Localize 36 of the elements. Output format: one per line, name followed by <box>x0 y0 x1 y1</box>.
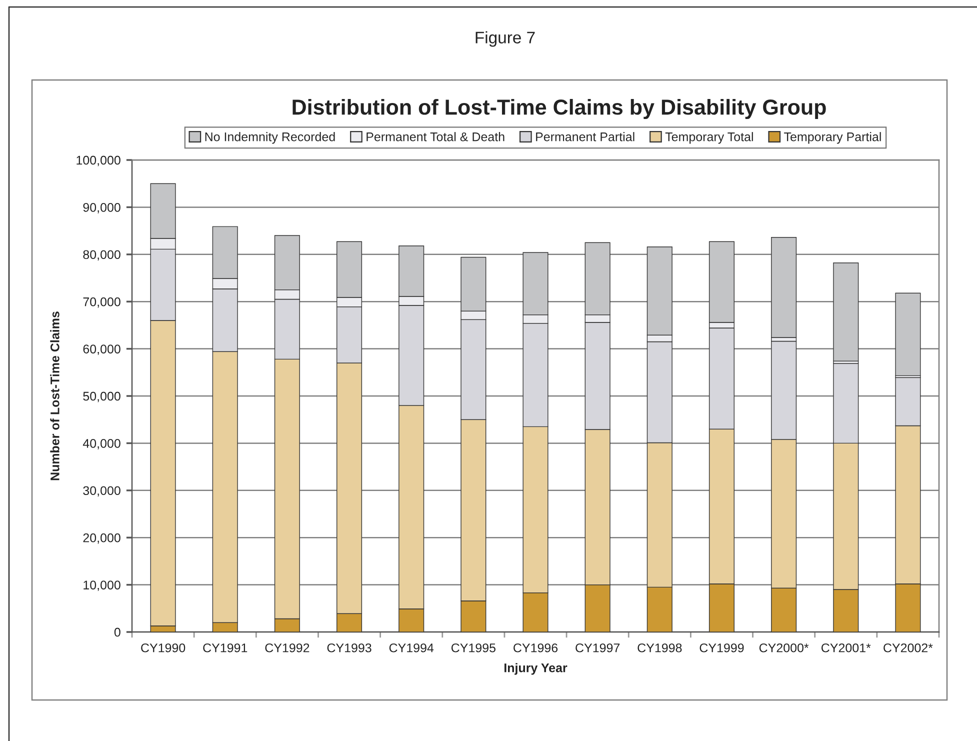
bar <box>833 262 859 362</box>
y-tick-label: 0 <box>114 628 120 637</box>
legend-label: Temporary Partial <box>784 132 881 144</box>
legend-label: Temporary Total <box>665 132 753 144</box>
x-axis-title: Injury Year <box>504 663 568 675</box>
y-tick-label: 30,000 <box>83 486 120 497</box>
y-tick-label: 10,000 <box>84 580 120 591</box>
y-tick-label: 80,000 <box>83 250 120 261</box>
y-tick-label: 100,000 <box>76 156 120 166</box>
y-tick-label: 40,000 <box>82 439 120 450</box>
x-tick-label: CY2000* <box>759 643 809 652</box>
x-tick-label: CY1999 <box>700 643 744 652</box>
y-tick-label: 90,000 <box>83 203 120 214</box>
y-tick-label: 70,000 <box>83 297 120 308</box>
x-tick-label: CY1995 <box>451 643 496 652</box>
legend-label: No Indemnity Recorded <box>205 132 335 144</box>
x-tick-label: CY1997 <box>576 643 620 652</box>
x-tick-label: CY2002* <box>884 643 933 652</box>
x-tick-label: CY1993 <box>327 643 372 652</box>
legend-label: Permanent Partial <box>536 132 634 142</box>
y-tick-label: 50,000 <box>83 392 120 402</box>
x-tick-label: CY1992 <box>265 643 310 652</box>
x-tick-label: CY1990 <box>141 643 186 652</box>
bar <box>895 292 921 376</box>
bar <box>771 237 797 338</box>
x-tick-label: CY2001* <box>822 643 871 652</box>
y-tick-label: 60,000 <box>83 344 120 355</box>
y-axis-title: Number of Lost-Time Claims <box>50 312 60 480</box>
caption: Figure 7 <box>476 31 535 47</box>
y-tick-label: 20,000 <box>83 533 120 544</box>
x-tick-label: CY1996 <box>514 643 558 652</box>
x-tick-label: CY1991 <box>203 643 248 652</box>
chart-title: Distribution of Lost-Time Claims by Disability Group <box>292 98 826 120</box>
legend-label: Permanent Total & Death <box>366 132 504 142</box>
x-tick-label: CY1998 <box>638 643 682 652</box>
x-tick-label: CY1994 <box>389 643 434 652</box>
